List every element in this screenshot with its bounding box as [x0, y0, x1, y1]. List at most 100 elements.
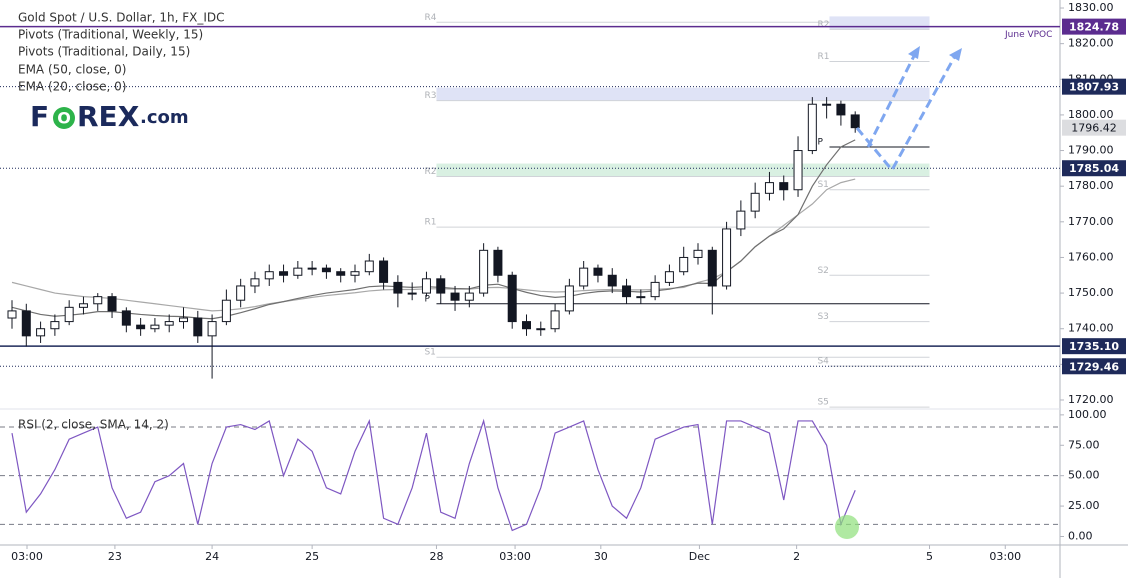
rsi-tick-label: 50.00	[1068, 469, 1100, 482]
candle-body	[293, 267, 303, 276]
candle-body	[850, 114, 860, 129]
candle-body	[350, 271, 360, 276]
arrowhead	[908, 46, 920, 59]
x-tick-label: 24	[205, 550, 219, 563]
candle-body	[464, 292, 474, 301]
candle-body	[707, 249, 717, 287]
candle-body	[264, 271, 274, 280]
rsi-tick-label: 100.00	[1068, 408, 1107, 421]
level-note: June VPOC	[1004, 30, 1052, 40]
candle-body	[664, 271, 674, 283]
x-tick-label: 23	[108, 550, 122, 563]
level-label: 1824.78	[1069, 21, 1119, 34]
x-tick-label: 03:00	[11, 550, 43, 563]
level-label: 1735.10	[1069, 340, 1119, 353]
highlight	[835, 515, 859, 539]
candle-body	[121, 310, 131, 326]
candle-body	[507, 274, 517, 323]
logo-circle	[53, 107, 75, 129]
candle-body	[50, 321, 60, 330]
pivot-zone	[829, 16, 930, 30]
candle-body	[207, 321, 217, 337]
pivot-label: S1	[424, 348, 435, 358]
rsi-tick-label: 25.00	[1068, 499, 1100, 512]
candle-body	[64, 306, 74, 323]
logo-part: .com	[140, 107, 189, 128]
last-price-label: 1796.42	[1071, 122, 1117, 135]
y-tick-label: 1750.00	[1068, 286, 1114, 299]
level-label: 1729.46	[1069, 360, 1119, 373]
x-tick-label: 2	[793, 550, 800, 563]
pivot-label: P	[817, 137, 823, 147]
pivot-label: S2	[817, 266, 828, 276]
legend-entry: EMA (50, close, 0)	[18, 63, 126, 77]
candle-body	[150, 324, 160, 330]
level-label: 1785.04	[1069, 162, 1119, 175]
legend-entry: EMA (20, close, 0)	[18, 80, 126, 94]
logo-part: F	[30, 100, 49, 133]
y-tick-label: 1740.00	[1068, 322, 1114, 335]
pivot-label: R2	[424, 167, 436, 177]
candle-body	[793, 150, 803, 191]
arrowhead	[949, 48, 962, 61]
candle-body	[822, 103, 832, 106]
x-tick-label: 30	[594, 550, 608, 563]
candle-body	[493, 249, 503, 276]
candle-body	[779, 182, 789, 191]
level-box	[1062, 160, 1126, 177]
candle-body	[564, 285, 574, 312]
candle-body	[593, 267, 603, 276]
candle-body	[321, 267, 331, 273]
candle-body	[521, 321, 531, 330]
candle-body	[736, 210, 746, 230]
chart-title: Gold Spot / U.S. Dollar, 1h, FX_IDC	[18, 11, 225, 25]
logo-part: O	[57, 109, 71, 128]
pivot-label: P	[424, 294, 430, 304]
pivot-zone	[436, 87, 930, 101]
candle-body	[650, 281, 660, 298]
candle-body	[436, 278, 446, 294]
candle-body	[622, 285, 632, 298]
candle-body	[450, 292, 460, 301]
candle-body	[764, 182, 774, 194]
y-tick-label: 1770.00	[1068, 215, 1114, 228]
candle-body	[78, 303, 88, 308]
logo: F O REX .com	[30, 100, 189, 133]
level-box	[1062, 338, 1126, 355]
rsi-legend: RSI (2, close, SMA, 14, 2)	[18, 418, 169, 432]
x-tick-label: 25	[305, 550, 319, 563]
candle-body	[7, 310, 17, 319]
candle-body	[636, 296, 646, 299]
last-price-box	[1062, 119, 1126, 136]
candle-body	[807, 103, 817, 152]
arrow	[855, 55, 957, 173]
candle-body	[579, 267, 589, 287]
candle-body	[279, 271, 289, 276]
candle-body	[693, 249, 703, 258]
forecast-arrows	[855, 46, 962, 173]
pivot-label: S1	[817, 180, 828, 190]
pivot-label: R1	[424, 218, 436, 228]
rsi-line	[11, 418, 856, 532]
level-box	[1062, 358, 1126, 375]
logo-part: REX	[77, 100, 140, 133]
pivot-label: R1	[817, 52, 829, 62]
candle-body	[250, 278, 260, 287]
level-box	[1062, 78, 1126, 95]
level-label: 1807.93	[1069, 81, 1119, 94]
candle-body	[364, 260, 374, 273]
candle-body	[107, 296, 117, 312]
candle-body	[722, 228, 732, 287]
candle-body	[536, 328, 546, 331]
candle-body	[421, 278, 431, 294]
candle-body	[550, 310, 560, 330]
candle-body	[93, 296, 103, 305]
y-tick-label: 1760.00	[1068, 250, 1114, 263]
candle-body	[179, 317, 189, 323]
candle-body	[393, 281, 403, 294]
y-tick-label: 1780.00	[1068, 179, 1114, 192]
candle-body	[407, 292, 417, 295]
candle-body	[136, 324, 146, 330]
candle-body	[479, 249, 489, 294]
